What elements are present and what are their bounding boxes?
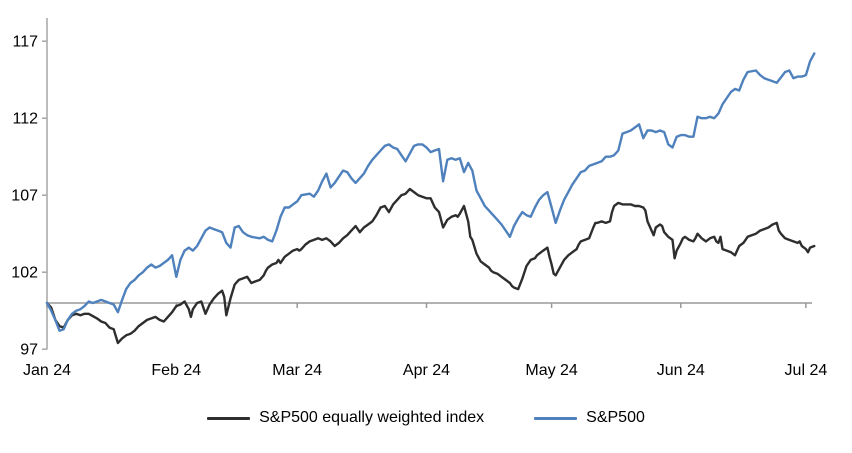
- equal-weight-line-swatch: [207, 416, 251, 420]
- x-tick-label: May 24: [525, 362, 578, 379]
- sp500-line-swatch: [534, 416, 578, 420]
- x-tick-label: Feb 24: [151, 362, 201, 379]
- legend: S&P500 equally weighted index S&P500: [0, 409, 852, 427]
- legend-item-sp500: S&P500: [534, 409, 645, 427]
- y-tick-label: 107: [11, 188, 38, 205]
- x-tick-label: Jul 24: [785, 362, 828, 379]
- legend-item-equal-weight: S&P500 equally weighted index: [207, 409, 484, 427]
- legend-label-equal-weight: S&P500 equally weighted index: [259, 409, 485, 426]
- legend-label-sp500: S&P500: [586, 409, 645, 426]
- y-tick-label: 102: [11, 265, 38, 282]
- x-tick-label: Jan 24: [23, 362, 71, 379]
- series-line-sp500: [45, 52, 816, 332]
- y-tick-label: 117: [12, 34, 38, 51]
- x-tick-label: Apr 24: [403, 362, 450, 379]
- series-line-equal-weight: [45, 187, 816, 345]
- x-tick-label: Jun 24: [657, 362, 705, 379]
- y-tick-label: 97: [20, 342, 38, 359]
- y-tick-label: 112: [12, 111, 38, 128]
- x-tick-label: Mar 24: [272, 362, 322, 379]
